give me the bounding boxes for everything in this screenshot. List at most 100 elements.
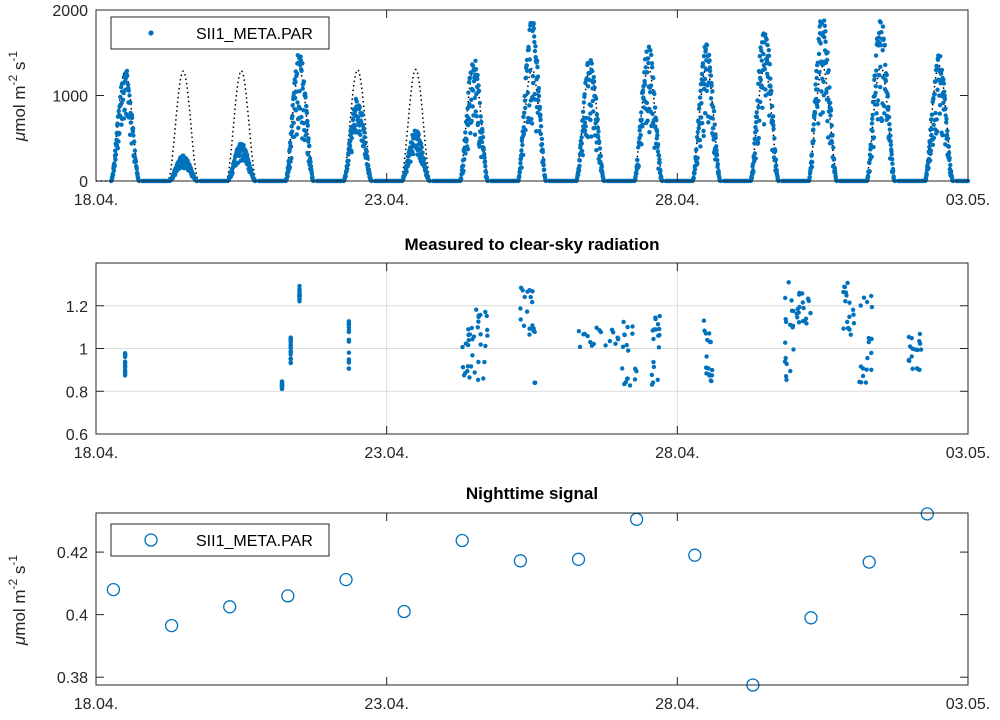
data-point bbox=[420, 150, 425, 155]
data-point bbox=[703, 47, 708, 52]
data-point bbox=[475, 377, 481, 382]
data-point bbox=[843, 299, 848, 304]
data-point bbox=[645, 118, 650, 123]
data-point bbox=[823, 39, 828, 44]
data-point bbox=[518, 306, 523, 311]
data-point bbox=[702, 76, 708, 82]
data-point bbox=[346, 350, 352, 355]
data-point bbox=[353, 123, 358, 128]
data-point bbox=[692, 167, 698, 172]
data-point bbox=[783, 295, 788, 301]
data-point bbox=[714, 153, 720, 158]
data-point bbox=[930, 142, 936, 147]
data-point bbox=[831, 156, 837, 162]
data-point bbox=[701, 128, 706, 134]
data-point bbox=[343, 174, 348, 179]
data-point bbox=[842, 284, 848, 290]
data-point bbox=[467, 332, 473, 337]
data-point bbox=[891, 174, 896, 179]
data-point bbox=[473, 109, 478, 114]
data-point bbox=[656, 153, 662, 158]
data-point bbox=[649, 61, 655, 66]
data-point bbox=[476, 83, 481, 88]
data-point bbox=[862, 555, 876, 569]
data-point bbox=[532, 34, 537, 39]
data-point bbox=[865, 174, 871, 179]
data-point bbox=[890, 161, 895, 166]
data-point bbox=[885, 94, 890, 99]
data-point bbox=[468, 364, 474, 369]
data-point bbox=[630, 324, 635, 329]
data-point bbox=[820, 110, 825, 115]
data-point bbox=[460, 344, 465, 350]
data-point bbox=[700, 120, 705, 126]
data-point bbox=[482, 155, 487, 160]
data-point bbox=[521, 114, 526, 120]
data-point bbox=[797, 292, 802, 297]
data-point bbox=[293, 79, 298, 85]
data-point bbox=[829, 123, 834, 128]
data-point bbox=[924, 172, 929, 177]
data-point bbox=[714, 148, 719, 153]
data-point bbox=[648, 48, 653, 53]
data-point bbox=[460, 365, 466, 370]
data-point bbox=[634, 369, 639, 374]
data-point bbox=[937, 111, 942, 116]
data-point bbox=[869, 121, 875, 126]
data-point bbox=[483, 309, 488, 315]
data-point bbox=[915, 347, 920, 353]
data-point bbox=[695, 129, 700, 135]
data-point bbox=[650, 328, 655, 333]
data-point bbox=[582, 128, 588, 133]
data-point bbox=[883, 62, 888, 68]
data-point bbox=[577, 344, 583, 350]
data-point bbox=[709, 373, 715, 378]
data-point bbox=[823, 29, 828, 34]
data-point bbox=[763, 87, 768, 92]
data-point bbox=[524, 63, 529, 68]
data-point bbox=[580, 153, 585, 158]
data-point bbox=[521, 131, 527, 137]
data-point bbox=[293, 95, 298, 101]
data-point bbox=[595, 125, 601, 131]
data-point bbox=[285, 173, 290, 179]
data-point bbox=[767, 61, 772, 67]
data-point bbox=[538, 124, 544, 129]
data-point bbox=[281, 589, 295, 603]
data-point bbox=[692, 170, 697, 176]
data-point bbox=[517, 170, 522, 175]
data-point bbox=[809, 164, 815, 170]
data-point bbox=[699, 115, 704, 120]
data-point bbox=[761, 122, 767, 127]
data-point bbox=[880, 24, 886, 29]
data-point bbox=[869, 154, 874, 159]
data-point bbox=[302, 137, 307, 143]
data-point bbox=[362, 130, 367, 135]
data-point bbox=[694, 135, 700, 140]
data-point bbox=[475, 76, 480, 82]
data-point bbox=[640, 122, 645, 128]
data-point bbox=[863, 380, 869, 385]
data-point bbox=[714, 144, 719, 149]
data-point bbox=[463, 130, 468, 135]
data-point bbox=[655, 149, 661, 154]
data-point bbox=[626, 348, 631, 353]
par-series-dots bbox=[108, 18, 971, 184]
data-point bbox=[521, 323, 527, 328]
legend-night: SII1_META.PAR bbox=[110, 523, 330, 557]
data-point bbox=[364, 149, 369, 154]
data-point bbox=[869, 293, 874, 299]
data-point bbox=[844, 293, 849, 298]
y-axis-label: μmol m-2 s-1 bbox=[6, 51, 29, 143]
data-point bbox=[290, 129, 295, 134]
data-point bbox=[577, 163, 582, 169]
data-point bbox=[870, 116, 875, 122]
data-point bbox=[652, 105, 658, 110]
data-point bbox=[127, 132, 133, 137]
data-point bbox=[648, 90, 653, 95]
data-point bbox=[346, 329, 352, 334]
y-tick-label: 0.42 bbox=[57, 545, 88, 562]
data-point bbox=[521, 152, 526, 158]
data-point bbox=[828, 108, 834, 113]
data-point bbox=[615, 335, 620, 340]
